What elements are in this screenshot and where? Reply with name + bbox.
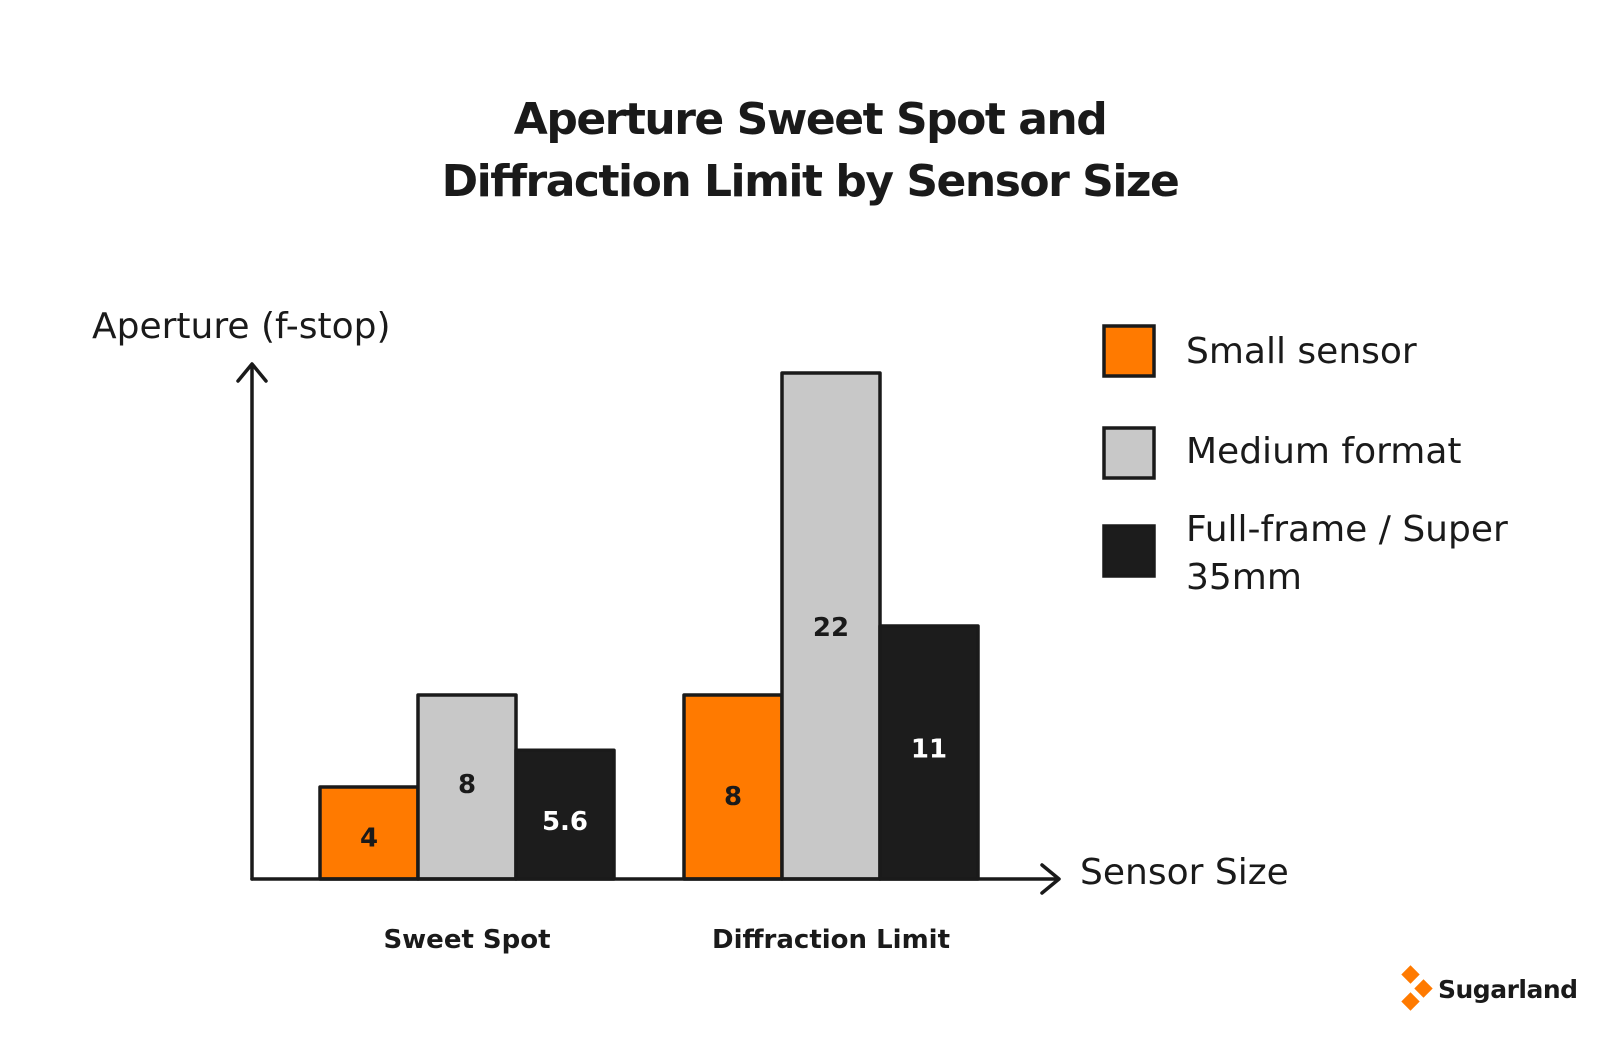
chart-title-line-2: Diffraction Limit by Sensor Size — [442, 156, 1179, 207]
value-label-diffraction-limit-small-sensor: 8 — [724, 782, 742, 812]
y-axis-label: Aperture (f-stop) — [92, 306, 391, 347]
value-label-sweet-spot-medium-format: 8 — [458, 770, 476, 800]
legend-swatch-full-frame-super-35mm — [1102, 524, 1156, 578]
category-label-diffraction-limit: Diffraction Limit — [712, 925, 950, 955]
value-labels-layer: 4 8 5.6 8 22 11 — [360, 613, 947, 853]
bar-sweet-spot-medium-format — [416, 693, 518, 881]
legend-label-small-sensor: Small sensor — [1186, 331, 1417, 372]
value-label-diffraction-limit-full-frame-super-35mm: 11 — [911, 735, 947, 765]
chart-title-line-1: Aperture Sweet Spot and — [514, 94, 1106, 145]
category-label-sweet-spot: Sweet Spot — [383, 925, 550, 955]
value-label-sweet-spot-small-sensor: 4 — [360, 824, 378, 854]
legend-label-medium-format: Medium format — [1186, 431, 1462, 472]
y-axis-arrowhead — [236, 362, 268, 383]
bars-layer — [318, 371, 980, 881]
bar-diffraction-limit-full-frame-super-35mm — [878, 624, 980, 881]
legend-label-full-frame-super-35mm-line-1: Full-frame / Super — [1186, 509, 1508, 550]
x-axis-arrowhead — [1040, 863, 1061, 895]
legend-label-full-frame-super-35mm-line-2: 35mm — [1186, 557, 1302, 598]
axes-layer — [236, 362, 1061, 895]
bar-sweet-spot-small-sensor — [318, 785, 420, 881]
x-axis-label: Sensor Size — [1080, 852, 1289, 893]
value-label-sweet-spot-full-frame-super-35mm: 5.6 — [542, 807, 588, 837]
legend-swatch-small-sensor — [1102, 324, 1156, 378]
category-labels-layer: Sweet Spot Diffraction Limit — [383, 925, 950, 955]
brand-logo: Sugarland — [1401, 965, 1578, 1011]
legend-swatch-medium-format — [1102, 426, 1156, 480]
legend: Small sensor Medium format Full-frame / Su… — [1102, 324, 1508, 598]
diamond-logo-icon — [1401, 965, 1433, 1011]
brand-name: Sugarland — [1438, 975, 1578, 1004]
value-label-diffraction-limit-medium-format: 22 — [813, 613, 849, 643]
chart-title: Aperture Sweet Spot and Diffraction Limi… — [442, 94, 1180, 207]
